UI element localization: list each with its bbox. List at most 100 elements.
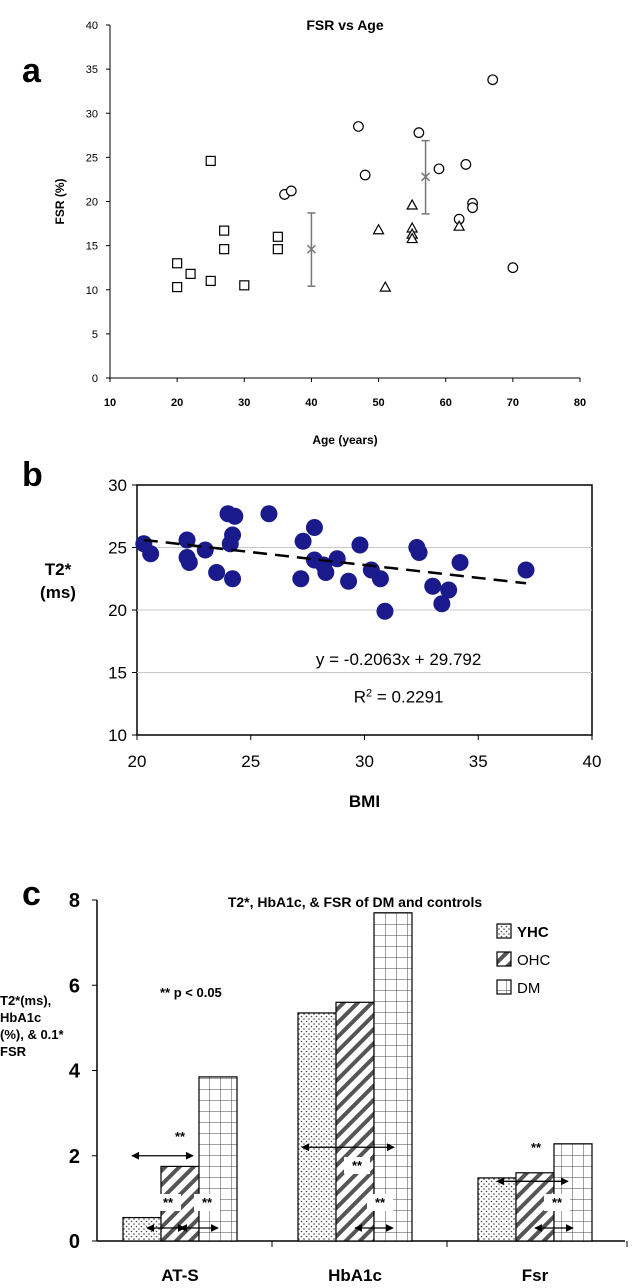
chart-c-significance-bg	[344, 1157, 370, 1174]
chart-a-x-tick-label: 80	[574, 397, 586, 409]
chart-b-x-tick-label: 40	[583, 752, 602, 771]
chart-c-significance-mark: **	[202, 1195, 213, 1210]
chart-b-point	[328, 550, 346, 568]
chart-a-mean-marker	[306, 244, 316, 254]
chart-b-point	[517, 561, 535, 579]
chart-a-point-circle	[413, 127, 425, 139]
chart-b-point	[433, 595, 451, 613]
chart-a-point-triangle	[372, 223, 385, 235]
chart-c-bar	[198, 1076, 238, 1242]
chart-a-y-tick-label: 5	[92, 329, 98, 341]
chart-c-y-tick-label: 0	[69, 1231, 80, 1253]
chart-b-x-axis-label: BMI	[349, 792, 380, 811]
chart-b-x-tick-label: 20	[128, 752, 147, 771]
chart-c-bar	[477, 1177, 517, 1242]
chart-a-y-tick-label: 0	[92, 373, 98, 385]
chart-a-point-triangle	[379, 280, 392, 292]
chart-c-legend-label: DM	[517, 980, 540, 997]
chart-b-x-tick-label: 25	[241, 752, 260, 771]
chart-a-y-axis-label: FSR (%)	[53, 179, 67, 225]
chart-b-point	[142, 545, 160, 563]
chart-a-fsr-vs-age: FSR vs Age 0 5 10 15 20 25 30 35 40 10 20 30 40 50 60 70…	[53, 17, 586, 447]
chart-c-significance-bg	[367, 1194, 393, 1211]
chart-a-y-tick-label: 40	[86, 20, 98, 32]
chart-b-point	[180, 554, 198, 571]
chart-b-point	[224, 526, 242, 544]
chart-a-y-tick-label: 25	[86, 152, 98, 164]
chart-a-point-square	[185, 268, 196, 279]
chart-a-point-square	[205, 155, 216, 167]
chart-b-point	[376, 602, 394, 620]
chart-c-y-axis-label-line: FSR	[0, 1044, 27, 1059]
chart-a-point-square	[272, 244, 283, 255]
chart-a-x-tick-label: 30	[238, 397, 250, 409]
chart-b-point	[317, 564, 335, 581]
chart-a-point-triangle	[406, 232, 419, 244]
chart-c-bar	[373, 912, 413, 1242]
chart-c-significance-mark: **	[352, 1158, 363, 1173]
panel-label-b: b	[22, 456, 43, 494]
chart-c-category-label: HbA1c	[328, 1266, 382, 1285]
chart-c-legend-swatch	[496, 923, 512, 939]
chart-b-equation: y = -0.2063x + 29.792	[316, 650, 481, 669]
chart-b-x-tick-label: 35	[469, 752, 488, 771]
chart-a-point-square	[239, 280, 250, 291]
chart-c-category-label: Fsr	[522, 1266, 549, 1285]
chart-a-point-square	[172, 282, 183, 293]
chart-a-y-tick-label: 35	[86, 64, 98, 76]
chart-a-y-tick-label: 30	[86, 108, 98, 120]
chart-a-x-tick-label: 10	[104, 397, 116, 409]
chart-b-y-tick-label: 10	[108, 726, 127, 745]
chart-b-y-tick-label: 15	[108, 664, 127, 683]
chart-a-x-tick-label: 70	[507, 397, 519, 409]
chart-c-significance-mark: **	[531, 1140, 542, 1155]
chart-b-y-axis-label-line2: (ms)	[40, 583, 76, 602]
chart-a-point-square	[172, 258, 183, 269]
chart-a-point-square	[272, 231, 283, 242]
chart-c-significance-mark: **	[552, 1195, 563, 1210]
chart-c-y-tick-label: 4	[69, 1061, 81, 1083]
chart-c-significance-mark: **	[163, 1195, 174, 1210]
chart-c-significance-mark: **	[375, 1195, 386, 1210]
chart-c-significance-note: ** p < 0.05	[160, 985, 222, 1000]
chart-c-significance-bg	[523, 1139, 549, 1156]
chart-c-bar	[122, 1216, 162, 1242]
chart-a-point-circle	[353, 121, 364, 132]
chart-c-significance-bg	[544, 1194, 570, 1211]
chart-a-mean-marker	[421, 172, 431, 182]
chart-b-point	[410, 544, 428, 561]
chart-c-significance-bg	[155, 1194, 181, 1211]
chart-c-legend-label: OHC	[517, 952, 551, 969]
chart-b-point	[196, 541, 214, 559]
chart-c-category-label: AT-S	[161, 1266, 198, 1285]
chart-b-point	[451, 554, 469, 571]
chart-b-y-tick-label: 25	[108, 539, 127, 558]
chart-a-point-circle	[359, 169, 371, 181]
chart-c-significance-mark: **	[175, 1129, 186, 1144]
chart-a-x-tick-label: 50	[372, 397, 384, 409]
chart-c-title: T2*, HbA1c, & FSR of DM and controls	[228, 894, 483, 910]
chart-a-point-triangle	[406, 198, 419, 210]
chart-a-title: FSR vs Age	[306, 17, 383, 33]
chart-c-bar	[297, 1012, 337, 1242]
chart-c-bar-comparison: T2*, HbA1c, & FSR of DM and controls 0 2 4 6…	[0, 890, 628, 1285]
chart-a-point-circle	[460, 159, 472, 170]
chart-c-y-tick-label: 6	[69, 975, 80, 997]
chart-c-significance-bg	[194, 1194, 220, 1211]
chart-b-point	[208, 564, 226, 581]
chart-c-legend-swatch	[496, 979, 512, 995]
chart-c-y-axis-label-line: (%), & 0.1*	[0, 1027, 65, 1042]
chart-a-point-circle	[507, 262, 519, 274]
chart-b-point	[305, 519, 323, 536]
chart-b-t2-vs-bmi: 10 15 20 25 30 20 25 30 35 40 BMI T2* (ms) y = -0.206…	[40, 476, 601, 811]
chart-a-point-triangle	[453, 219, 466, 231]
chart-a-x-tick-label: 40	[305, 397, 317, 409]
chart-b-point	[424, 577, 442, 595]
chart-b-point	[226, 507, 244, 525]
chart-a-y-tick-label: 15	[86, 241, 98, 253]
chart-a-point-circle	[487, 74, 499, 86]
chart-a-y-tick-label: 10	[86, 285, 98, 297]
chart-c-significance-bg	[167, 1128, 193, 1145]
chart-c-y-tick-label: 8	[69, 890, 80, 912]
